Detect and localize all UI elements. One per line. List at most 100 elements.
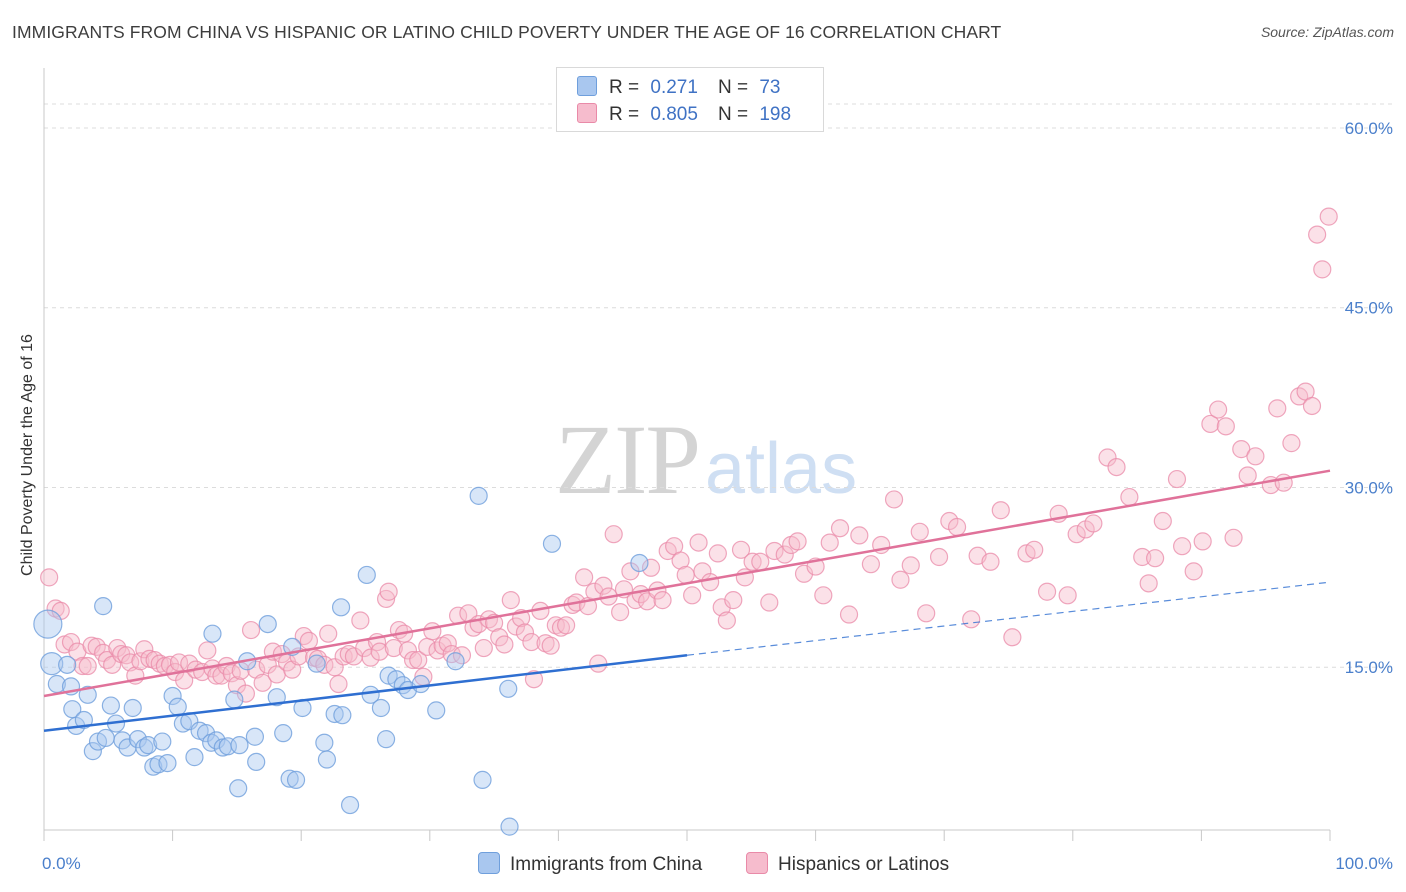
y-tick-label: 45.0% [1345, 299, 1393, 318]
data-point-hispanics [731, 540, 751, 559]
data-point-china [427, 701, 446, 720]
legend-r-value: 0.805 [650, 104, 698, 125]
data-point-china [500, 817, 519, 836]
legend-n-label: N = [717, 77, 749, 98]
data-point-hispanics [1084, 514, 1103, 533]
data-point-china [207, 731, 226, 750]
data-point-china [96, 728, 115, 748]
data-point-china [361, 685, 380, 704]
data-point-china [74, 710, 93, 730]
data-point-hispanics [78, 656, 97, 676]
data-point-hispanics [423, 622, 442, 641]
data-point-hispanics [1268, 399, 1287, 418]
data-point-hispanics [495, 635, 514, 654]
y-tick-label: 15.0% [1345, 658, 1393, 677]
data-point-hispanics [384, 638, 403, 658]
bottom-legend-china: Immigrants from China [478, 852, 702, 876]
data-point-hispanics [743, 552, 762, 571]
data-point-hispanics [683, 586, 702, 605]
data-point-hispanics [501, 591, 520, 610]
bottom-legend-swatch-hispanics [746, 852, 768, 874]
data-point-hispanics [1302, 396, 1322, 416]
data-point-hispanics [438, 634, 457, 653]
data-point-hispanics [775, 545, 794, 564]
data-point-hispanics [814, 586, 833, 605]
data-point-hispanics [991, 501, 1010, 520]
data-point-china [168, 697, 187, 716]
data-point-china [333, 706, 352, 725]
watermark-zip: ZIP [555, 404, 701, 515]
data-point-hispanics [1216, 417, 1235, 436]
data-point-hispanics [724, 591, 743, 610]
data-point-hispanics [929, 547, 949, 567]
data-point-hispanics [1058, 586, 1077, 605]
data-point-hispanics [61, 632, 81, 652]
data-point-hispanics [376, 589, 396, 609]
data-point-hispanics [198, 641, 217, 660]
data-point-hispanics [788, 532, 807, 551]
data-point-hispanics [830, 519, 850, 538]
data-point-hispanics [236, 684, 256, 703]
data-point-china [94, 597, 113, 616]
data-point-hispanics [1201, 414, 1220, 434]
data-point-hispanics [839, 605, 859, 624]
data-point-hispanics [962, 610, 981, 629]
data-point-hispanics [351, 611, 370, 630]
legend-r-label: R = [609, 77, 640, 98]
data-point-hispanics [403, 650, 423, 670]
chart-title: IMMIGRANTS FROM CHINA VS HISPANIC OR LAT… [12, 22, 1002, 42]
data-point-china [499, 679, 518, 698]
data-point-hispanics [1133, 547, 1152, 567]
data-point-hispanics [1139, 574, 1158, 593]
watermark: ZIPatlas [555, 402, 857, 517]
bottom-legend-swatch-china [478, 852, 500, 874]
watermark-atlas: atlas [705, 429, 858, 509]
data-point-hispanics [701, 573, 720, 592]
data-point-china [325, 704, 344, 724]
data-point-hispanics [611, 603, 630, 622]
data-point-hispanics [1224, 528, 1243, 547]
data-point-hispanics [641, 558, 661, 577]
data-point-china [58, 655, 77, 674]
series-hispanics-points [40, 207, 1338, 703]
data-point-hispanics [850, 526, 869, 545]
data-point-hispanics [464, 618, 483, 637]
data-point-china [63, 700, 82, 719]
data-point-hispanics [1313, 260, 1332, 279]
data-point-hispanics [751, 552, 770, 571]
data-point-china [286, 770, 306, 789]
data-point-hispanics [1037, 582, 1057, 601]
data-point-hispanics [1232, 440, 1251, 459]
axes [43, 68, 1331, 841]
data-point-hispanics [1025, 540, 1044, 559]
data-point-hispanics [361, 648, 380, 667]
legend-row-hispanics: R = 0.805 N = 198 [577, 103, 791, 127]
data-point-china [229, 779, 248, 798]
data-point-hispanics [1209, 400, 1228, 419]
data-point-china [331, 598, 351, 617]
trend-lines [43, 469, 1331, 732]
data-point-hispanics [760, 593, 779, 612]
data-point-hispanics [253, 673, 272, 692]
x-tick-label: 100.0% [1335, 854, 1393, 873]
data-point-china [139, 736, 158, 755]
data-point-hispanics [1153, 511, 1172, 531]
data-point-hispanics [474, 638, 493, 658]
data-point-hispanics [589, 654, 608, 673]
data-point-china [267, 688, 286, 707]
legend-r-value: 0.271 [650, 77, 698, 98]
data-point-china [473, 770, 492, 789]
data-point-hispanics [1308, 225, 1327, 244]
bottom-legend-label-hispanics: Hispanics or Latinos [778, 854, 950, 875]
data-point-china [340, 795, 360, 815]
legend-n-value: 198 [759, 104, 792, 125]
data-point-china [225, 690, 244, 709]
tick-labels: 15.0% 30.0% 45.0% 60.0% 0.0% 100.0% [42, 119, 1393, 873]
bottom-legend-label-china: Immigrants from China [510, 854, 703, 875]
data-point-hispanics [671, 551, 690, 570]
data-point-china [247, 752, 266, 772]
data-point-hispanics [765, 541, 784, 561]
data-point-hispanics [901, 556, 920, 575]
data-point-hispanics [299, 631, 319, 650]
data-point-china [542, 534, 562, 553]
